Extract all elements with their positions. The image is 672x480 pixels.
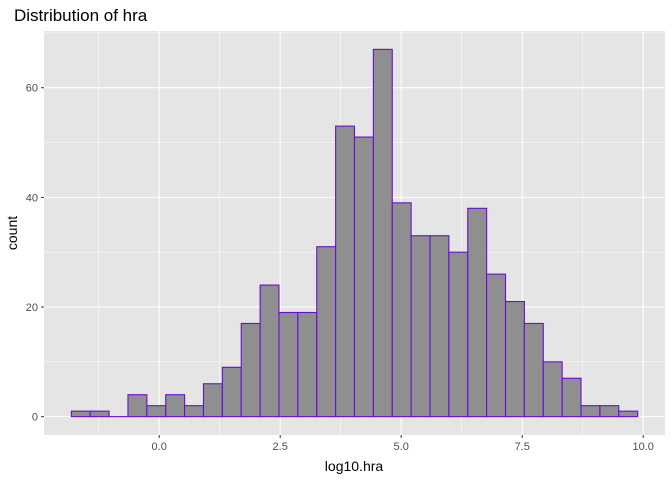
histogram-bar xyxy=(467,207,488,418)
histogram-bar xyxy=(448,251,469,418)
x-tick-label: 7.5 xyxy=(515,441,530,453)
histogram-bar xyxy=(486,273,507,418)
histogram-bar xyxy=(259,284,280,418)
histogram-bar xyxy=(410,235,431,418)
histogram-bar xyxy=(221,366,242,418)
histogram-bar xyxy=(184,405,205,418)
x-axis-title: log10.hra xyxy=(325,458,384,474)
histogram-bar xyxy=(429,235,450,418)
histogram-bar xyxy=(599,405,620,418)
x-axis: 0.0 2.5 5.0 7.5 10.0 xyxy=(152,435,654,453)
histogram-bar xyxy=(202,383,223,418)
histogram-bar xyxy=(146,405,167,418)
x-tick-label: 0.0 xyxy=(152,441,167,453)
histogram-bar xyxy=(618,410,639,418)
chart-title: Distribution of hra xyxy=(14,6,148,25)
histogram-bar xyxy=(353,136,374,418)
x-tick-label: 2.5 xyxy=(273,441,288,453)
y-tick-label: 40 xyxy=(26,192,38,204)
histogram-bar xyxy=(542,361,563,418)
y-tick-label: 0 xyxy=(32,412,38,424)
histogram-bar xyxy=(278,311,299,418)
histogram-bar xyxy=(127,394,148,418)
histogram-bar xyxy=(297,311,318,418)
x-tick-label: 10.0 xyxy=(633,441,654,453)
histogram-bar xyxy=(580,405,601,418)
histogram-bar xyxy=(372,48,393,418)
histogram-bar xyxy=(504,300,525,418)
y-axis: 0 20 40 60 xyxy=(26,83,44,424)
histogram-bar xyxy=(391,202,412,418)
y-tick-label: 20 xyxy=(26,302,38,314)
histogram-bar xyxy=(89,410,110,418)
y-tick-label: 60 xyxy=(26,83,38,95)
histogram-bar xyxy=(523,322,544,418)
histogram-bar xyxy=(70,410,91,418)
histogram-bar xyxy=(335,125,356,418)
histogram-bar xyxy=(240,322,261,418)
histogram-bar xyxy=(561,377,582,418)
x-tick-label: 5.0 xyxy=(394,441,409,453)
histogram-bar xyxy=(165,394,186,418)
histogram-bar xyxy=(316,246,337,418)
histogram-bars xyxy=(70,48,639,418)
y-axis-title: count xyxy=(4,216,20,250)
